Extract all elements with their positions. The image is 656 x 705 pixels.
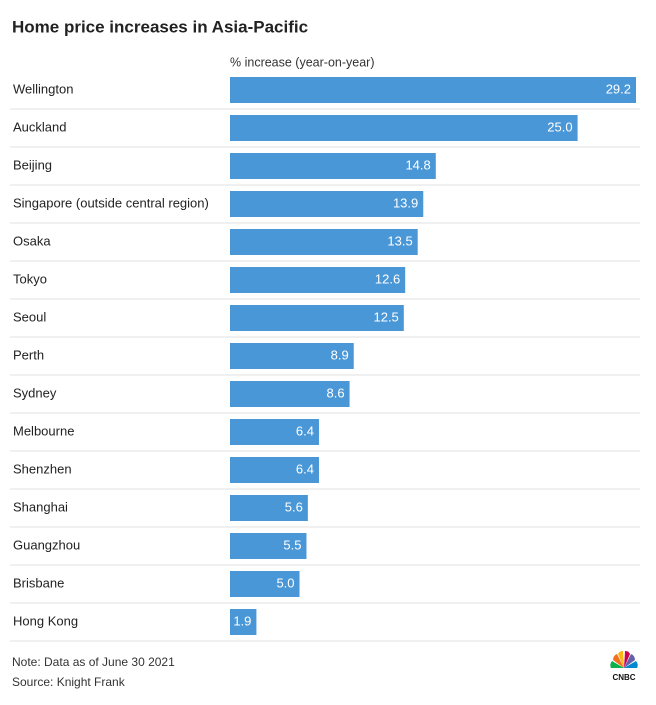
- bar: [230, 305, 404, 331]
- axis-label: % increase (year-on-year): [230, 55, 375, 69]
- value-label: 13.9: [393, 195, 418, 210]
- value-label: 25.0: [547, 119, 572, 134]
- bar: [230, 343, 354, 369]
- bar: [230, 533, 307, 559]
- value-label: 6.4: [296, 423, 314, 438]
- bar: [230, 267, 406, 293]
- value-label: 5.6: [285, 499, 303, 514]
- bar: [230, 381, 350, 407]
- bar: [230, 609, 257, 635]
- value-label: 6.4: [296, 461, 314, 476]
- bar: [230, 153, 436, 179]
- category-label: Melbourne: [13, 423, 74, 438]
- category-label: Beijing: [13, 157, 52, 172]
- value-label: 14.8: [405, 157, 430, 172]
- bar: [230, 495, 308, 521]
- category-label: Auckland: [13, 119, 66, 134]
- category-label: Osaka: [13, 233, 51, 248]
- value-label: 12.6: [375, 271, 400, 286]
- category-label: Wellington: [13, 81, 73, 96]
- note: Note: Data as of June 30 2021: [12, 655, 175, 669]
- bar: [230, 77, 636, 103]
- value-label: 8.6: [326, 385, 344, 400]
- value-label: 5.5: [283, 537, 301, 552]
- value-label: 1.9: [233, 613, 251, 628]
- bar: [230, 457, 319, 483]
- value-label: 29.2: [606, 81, 631, 96]
- bar: [230, 229, 418, 255]
- category-label: Tokyo: [13, 271, 47, 286]
- logo: CNBC: [610, 650, 638, 682]
- chart-title: Home price increases in Asia-Pacific: [12, 17, 308, 36]
- category-label: Hong Kong: [13, 613, 78, 628]
- category-label: Perth: [13, 347, 44, 362]
- bar: [230, 191, 424, 217]
- category-label: Shanghai: [13, 499, 68, 514]
- logo-text: CNBC: [612, 673, 635, 682]
- category-label: Singapore (outside central region): [13, 195, 209, 210]
- category-label: Seoul: [13, 309, 46, 324]
- category-label: Sydney: [13, 385, 57, 400]
- category-label: Brisbane: [13, 575, 64, 590]
- value-label: 12.5: [373, 309, 398, 324]
- bar: [230, 419, 319, 445]
- source: Source: Knight Frank: [12, 675, 126, 689]
- value-label: 8.9: [331, 347, 349, 362]
- category-label: Shenzhen: [13, 461, 72, 476]
- category-label: Guangzhou: [13, 537, 80, 552]
- bar: [230, 115, 578, 141]
- value-label: 13.5: [387, 233, 412, 248]
- bar: [230, 571, 300, 597]
- value-label: 5.0: [276, 575, 294, 590]
